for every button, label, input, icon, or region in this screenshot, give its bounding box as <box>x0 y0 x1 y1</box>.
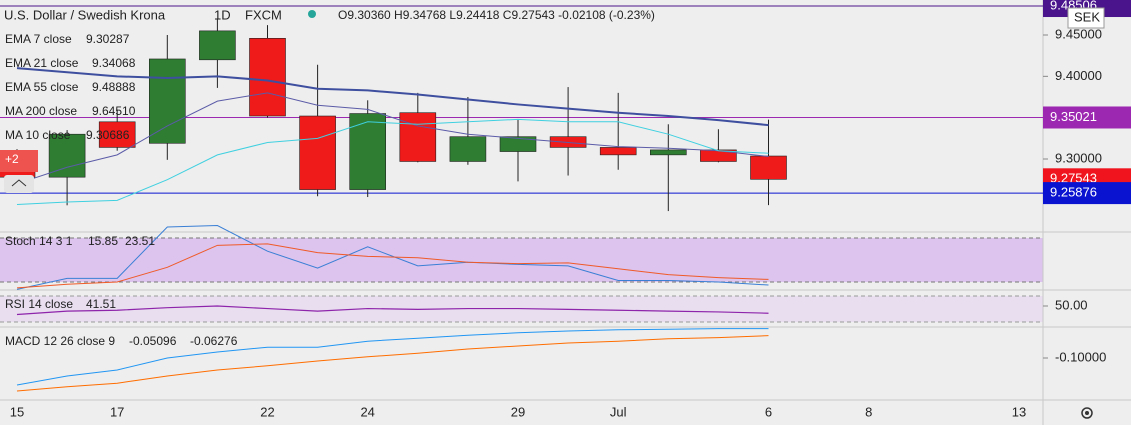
symbol-title: U.S. Dollar / Swedish Krona <box>4 7 166 22</box>
x-tick-label: Jul <box>610 404 627 419</box>
legend-name: EMA 7 close <box>5 32 72 46</box>
legend-value: 9.30686 <box>86 128 130 142</box>
interval: 1D <box>214 7 231 22</box>
x-tick-label: 29 <box>511 404 525 419</box>
candle-body <box>299 115 336 190</box>
price-tick-label: 9.40000 <box>1055 68 1102 83</box>
candle-body <box>449 136 487 162</box>
rsi-line <box>16 305 769 316</box>
collapse-icon <box>11 179 27 187</box>
candle-body <box>599 147 637 156</box>
x-tick-label: 17 <box>110 404 124 419</box>
settings-icon[interactable] <box>1081 407 1093 419</box>
ma-line <box>16 118 769 205</box>
macd-value: -0.05096 <box>129 334 177 348</box>
source: FXCM <box>245 7 282 22</box>
overlay: U.S. Dollar / Swedish Krona 1D FXCM O9.3… <box>0 7 1093 419</box>
legend-name: EMA 55 close <box>5 80 79 94</box>
ma-line <box>16 67 769 127</box>
stoch-k-value: 15.85 <box>88 234 118 248</box>
macd-line <box>16 328 769 386</box>
price-marker <box>1043 182 1131 205</box>
currency-box <box>1067 7 1105 29</box>
signal-value: -0.06276 <box>190 334 238 348</box>
candle-body <box>48 133 86 178</box>
candle-body <box>499 136 537 152</box>
x-tick-label: 22 <box>260 404 274 419</box>
macd-name: MACD 12 26 close 9 <box>5 334 115 348</box>
x-tick-label: 6 <box>765 404 772 419</box>
stoch-name: Stoch 14 3 1 <box>5 234 73 248</box>
collapse-btn[interactable] <box>4 175 34 193</box>
candle-body <box>199 30 236 61</box>
hidden-badge[interactable] <box>0 150 38 172</box>
legend-value: 9.48888 <box>92 80 136 94</box>
price-tick-label: 9.30000 <box>1055 150 1102 165</box>
candle-body <box>149 58 186 144</box>
stoch-band <box>0 238 1043 282</box>
macd-tick: -0.10000 <box>1055 349 1106 364</box>
hidden-count[interactable]: +2 <box>5 152 19 166</box>
legend-name: EMA 21 close <box>5 56 79 70</box>
legend-value: 9.64510 <box>92 104 136 118</box>
legend-value: 9.30287 <box>86 32 130 46</box>
price-marker-label: 9.25876 <box>1050 185 1097 200</box>
rsi-value: 41.51 <box>86 297 116 311</box>
legend-name: MA 200 close <box>5 104 77 118</box>
price-tick-label: 9.45000 <box>1055 26 1102 41</box>
rsi-tick: 50.00 <box>1055 297 1088 312</box>
price-marker-label: 9.35021 <box>1050 109 1097 124</box>
x-tick-label: 24 <box>360 404 374 419</box>
currency: SEK <box>1074 9 1100 24</box>
status-dot <box>308 10 316 18</box>
ohlc: O9.30360 H9.34768 L9.24418 C9.27543 -0.0… <box>338 8 655 22</box>
candle-body <box>98 121 136 148</box>
price-marker <box>1043 106 1131 129</box>
x-tick-label: 15 <box>10 404 24 419</box>
x-tick-label: 13 <box>1012 404 1026 419</box>
x-tick-label: 8 <box>865 404 872 419</box>
stoch-d <box>16 243 769 289</box>
candle-body <box>700 149 737 162</box>
candle-body <box>249 38 286 117</box>
legend-value: 9.34068 <box>92 56 136 70</box>
candle-body <box>649 149 687 156</box>
candle-body <box>399 112 437 162</box>
signal-line <box>16 335 769 392</box>
price-marker-label: 9.27543 <box>1050 171 1097 186</box>
stoch-k <box>16 225 769 290</box>
candle-body <box>349 113 387 190</box>
ma-line <box>16 92 769 185</box>
stoch-d-value: 23.51 <box>125 234 155 248</box>
candle-body <box>750 155 787 180</box>
rsi-name: RSI 14 close <box>5 297 73 311</box>
legend-name: MA 10 close <box>5 128 71 142</box>
